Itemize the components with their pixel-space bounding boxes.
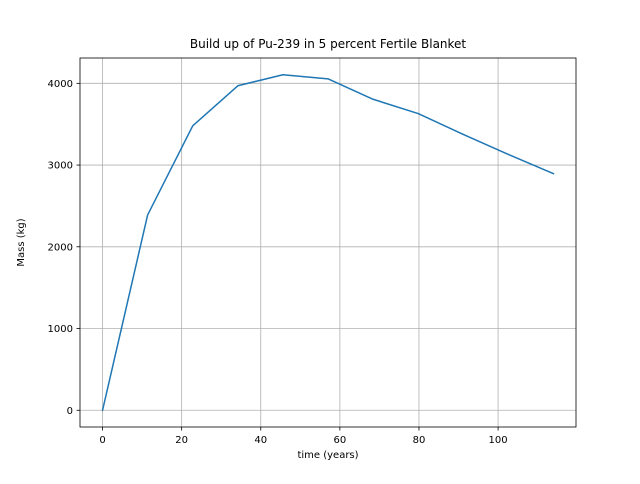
grid-lines [80,58,576,427]
y-tick-label: 1000 [48,324,73,335]
y-axis-label: Mass (kg) [16,218,27,266]
y-tick-label: 2000 [48,242,73,253]
x-tick-label: 20 [175,435,188,446]
x-tick-label: 100 [489,435,508,446]
x-tick-label: 60 [333,435,346,446]
chart-title: Build up of Pu-239 in 5 percent Fertile … [190,37,467,51]
x-tick-label: 40 [254,435,267,446]
series-layer [101,74,555,412]
y-tick-label: 3000 [48,161,73,172]
axes-frame [79,57,577,428]
x-tick-label: 80 [413,435,426,446]
y-tick-label: 4000 [48,79,73,90]
x-axis-label: time (years) [297,450,358,461]
x-tick-label: 0 [99,435,105,446]
series-line [101,74,555,412]
y-tick-label: 0 [67,406,73,417]
